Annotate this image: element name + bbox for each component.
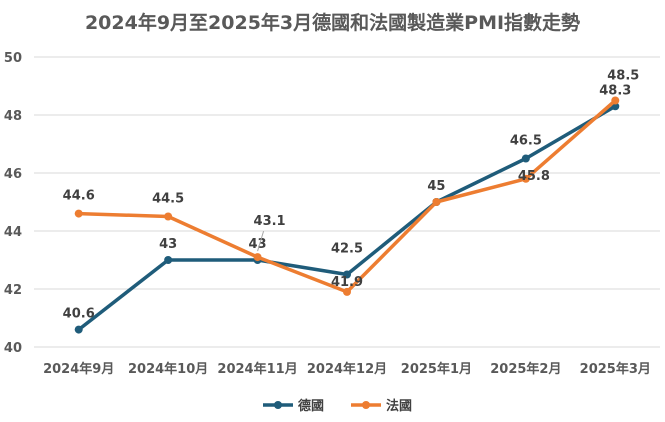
data-label: 45: [427, 179, 445, 194]
x-tick-label: 2024年9月: [43, 361, 114, 377]
y-tick-label: 44: [4, 225, 22, 240]
data-label: 41.9: [331, 275, 363, 290]
data-label: 48.3: [599, 83, 631, 98]
x-tick-label: 2025年3月: [580, 361, 651, 377]
chart-title: 2024年9月至2025年3月德國和法國製造業PMI指數走勢: [84, 12, 581, 34]
data-point: [74, 209, 83, 218]
data-label: 43: [159, 237, 177, 252]
data-label: 43.1: [254, 214, 286, 229]
data-point: [521, 154, 530, 163]
data-label: 40.6: [63, 307, 95, 322]
y-tick-label: 46: [4, 167, 22, 182]
data-point: [74, 325, 83, 334]
x-tick-label: 2025年1月: [401, 361, 472, 377]
data-point: [611, 96, 620, 105]
data-point: [432, 198, 441, 206]
x-tick-label: 2024年10月: [128, 361, 208, 377]
data-point: [521, 174, 530, 183]
y-tick-label: 50: [4, 51, 22, 66]
data-label: 43: [249, 237, 267, 252]
data-point: [343, 270, 351, 279]
data-label: 42.5: [331, 242, 363, 257]
data-label: 44.5: [152, 192, 184, 207]
y-tick-label: 42: [4, 283, 22, 298]
legend-marker: [274, 401, 282, 409]
data-point: [253, 253, 262, 262]
legend-marker: [362, 401, 370, 409]
y-tick-label: 48: [4, 109, 22, 124]
data-point: [164, 212, 173, 221]
data-point: [343, 287, 351, 296]
legend-label: 德國: [298, 398, 324, 414]
x-tick-label: 2024年12月: [307, 361, 387, 377]
x-tick-label: 2024年11月: [217, 361, 297, 377]
data-label: 44.6: [63, 189, 95, 204]
data-label: 48.5: [607, 69, 639, 84]
data-point: [164, 256, 173, 264]
leader-line: [257, 230, 265, 252]
legend-label: 法國: [386, 398, 412, 414]
data-label: 45.8: [518, 169, 550, 184]
x-tick-label: 2025年2月: [490, 361, 561, 377]
data-label: 46.5: [510, 134, 542, 149]
y-tick-label: 40: [4, 341, 22, 356]
